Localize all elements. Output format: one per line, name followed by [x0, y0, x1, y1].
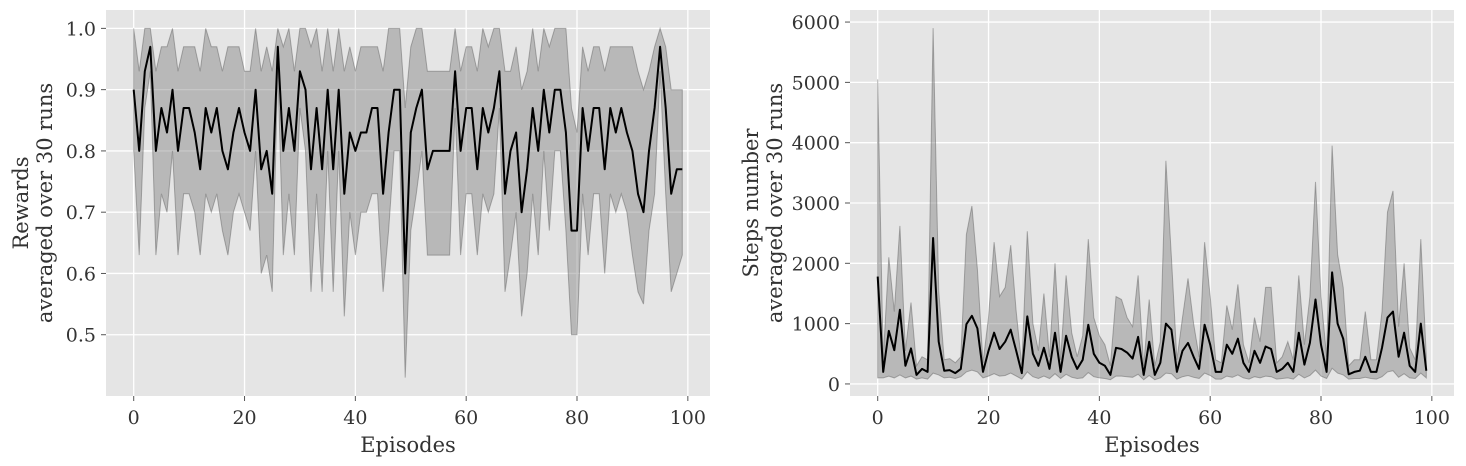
x-tick-label: 60: [1198, 407, 1222, 429]
x-tick-label: 40: [343, 407, 367, 429]
x-tick-label: 60: [454, 407, 478, 429]
y-axis-label: Rewards: [9, 157, 33, 250]
x-tick-label: 80: [1309, 407, 1333, 429]
y-tick-label: 1000: [792, 314, 840, 336]
y-tick-label: 0.5: [66, 325, 96, 347]
y-tick-label: 4000: [792, 133, 840, 155]
x-tick-label: 0: [128, 407, 140, 429]
y-tick-label: 0: [828, 374, 840, 396]
steps-chart: 0 20 40 60 80 1000100020003000400050006000Epi…: [739, 10, 1454, 457]
x-tick-label: 20: [976, 407, 1000, 429]
y-axis-label: averaged over 30 runs: [33, 83, 57, 323]
x-tick-label: 100: [670, 407, 706, 429]
rewards-chart: 0 20 40 60 80 100 0.5 0.6 0.7 0.8 0.9 1.0 Episodes Re…: [9, 10, 710, 457]
y-tick-label: 0.7: [66, 202, 96, 224]
y-tick-label: 0.9: [66, 80, 96, 102]
y-tick-label: 0.8: [66, 141, 96, 163]
y-tick-label: 6000: [792, 12, 840, 34]
y-axis-label: averaged over 30 runs: [763, 83, 787, 323]
y-axis-label: Steps number: [739, 128, 763, 278]
x-tick-label: 40: [1087, 407, 1111, 429]
y-tick-label: 1.0: [66, 18, 96, 40]
x-axis-label: Episodes: [360, 433, 456, 457]
y-tick-label: 2000: [792, 253, 840, 275]
y-tick-label: 5000: [792, 72, 840, 94]
x-tick-label: 100: [1414, 407, 1450, 429]
x-tick-label: 20: [232, 407, 256, 429]
x-tick-label: 0: [872, 407, 884, 429]
x-axis-label: Episodes: [1104, 433, 1200, 457]
y-tick-label: 3000: [792, 193, 840, 215]
x-tick-label: 80: [565, 407, 589, 429]
y-tick-label: 0.6: [66, 263, 96, 285]
